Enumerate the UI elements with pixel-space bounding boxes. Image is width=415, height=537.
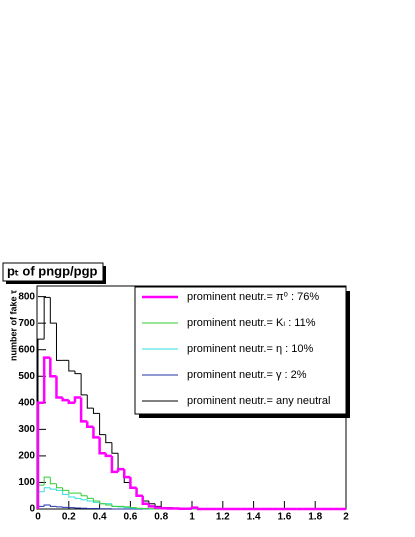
histogram-bin [190, 506, 199, 509]
y-tick-label: 100 [18, 477, 35, 488]
histogram-bin [111, 442, 119, 454]
histogram-bin [73, 396, 82, 403]
histogram-bin [42, 356, 51, 403]
histogram-bin [92, 408, 100, 414]
histogram-bin [80, 373, 88, 396]
histogram-bin [98, 437, 106, 455]
histogram-bin [105, 503, 112, 506]
histogram-bin [55, 376, 63, 399]
y-axis-label: number of fake τ [8, 290, 18, 361]
histogram-bin [67, 400, 75, 405]
histogram-bin [110, 455, 119, 474]
y-tick-label: 800 [18, 291, 35, 302]
histogram-bin [43, 476, 51, 486]
histogram-bin [68, 494, 75, 498]
x-tick-label: 1 [189, 512, 195, 523]
histogram-bin [55, 489, 63, 491]
histogram-bin [43, 487, 51, 492]
x-tick-label: 0 [35, 512, 41, 523]
histogram-bin [135, 487, 143, 497]
histogram-bin [99, 501, 106, 505]
y-tick-label: 400 [18, 397, 35, 408]
y-tick-label: 300 [18, 424, 35, 435]
histogram-bin [55, 323, 63, 361]
legend-label: prominent neutr.= γ : 2% [187, 369, 307, 381]
histogram-bin [74, 497, 82, 499]
histogram-bin [159, 506, 168, 510]
histogram-bin [141, 495, 149, 505]
histogram-bin [116, 467, 125, 472]
histogram-bin [92, 426, 100, 439]
histogram-bin [129, 477, 137, 490]
histogram-bin [62, 506, 69, 508]
y-tick-label: 200 [18, 451, 35, 462]
legend-label: prominent neutr.= any neutral [187, 395, 330, 407]
histogram-bin [36, 401, 45, 509]
histogram-bin [49, 357, 57, 378]
legend-label: prominent neutr.= Kₗ : 11% [187, 317, 316, 329]
x-tick-label: 0.2 [62, 512, 76, 523]
histogram-bin [122, 469, 131, 479]
histogram-bin [55, 483, 63, 489]
histogram-bin [92, 498, 100, 502]
title-box [2, 262, 104, 282]
histogram-bin [80, 498, 88, 501]
histogram-bin [49, 487, 57, 490]
histogram-bin [136, 507, 143, 509]
histogram-bin [117, 453, 125, 470]
y-tick-label: 600 [18, 344, 35, 355]
histogram-bin [86, 421, 94, 428]
histogram-bin [153, 506, 162, 509]
histogram-bin [49, 477, 57, 485]
x-tick-label: 1.6 [277, 512, 291, 523]
histogram-bin [86, 495, 94, 499]
x-tick-label: 0.4 [93, 512, 107, 523]
histogram-bin [43, 296, 51, 340]
histogram-bin [123, 506, 131, 508]
histogram-bin [43, 504, 51, 507]
histogram-bin [86, 394, 94, 409]
histogram-bin [68, 490, 75, 494]
y-tick-label: 700 [18, 318, 35, 329]
x-tick-label: 1.8 [308, 512, 322, 523]
histogram-bin [61, 397, 69, 402]
histogram-bin [111, 505, 119, 507]
histogram-bin [74, 370, 82, 375]
x-tick-label: 2 [343, 512, 349, 523]
histogram-bin [196, 507, 205, 511]
histogram-bin [49, 297, 57, 324]
legend-label: prominent neutr.= η : 10% [187, 343, 313, 355]
histogram-bin [62, 487, 69, 491]
legend-box [134, 286, 347, 415]
histogram-bin [148, 501, 156, 505]
histogram-bin [80, 493, 88, 497]
x-tick-label: 1.2 [216, 512, 230, 523]
legend-label: prominent neutr.= π⁰ : 76% [187, 291, 319, 303]
histogram-bin [79, 397, 88, 423]
y-tick-label: 500 [18, 371, 35, 382]
histogram-bin [55, 506, 63, 508]
histogram-bin [62, 490, 69, 495]
histogram-bin [129, 506, 137, 509]
histogram-bin [99, 413, 106, 436]
chart-title: pₜ of pngp/pgp [7, 263, 98, 278]
histogram-bin [49, 505, 57, 507]
histogram-bin [104, 453, 112, 458]
histogram-bin [86, 499, 94, 502]
histogram-bin [68, 360, 75, 372]
x-tick-label: 0.6 [123, 512, 137, 523]
x-tick-label: 1.4 [247, 512, 261, 523]
histogram-bin [154, 503, 162, 507]
histogram-bin [105, 434, 112, 444]
histogram-bin [147, 503, 156, 508]
y-tick-label: 0 [29, 504, 35, 515]
x-tick-label: 0.8 [154, 512, 168, 523]
